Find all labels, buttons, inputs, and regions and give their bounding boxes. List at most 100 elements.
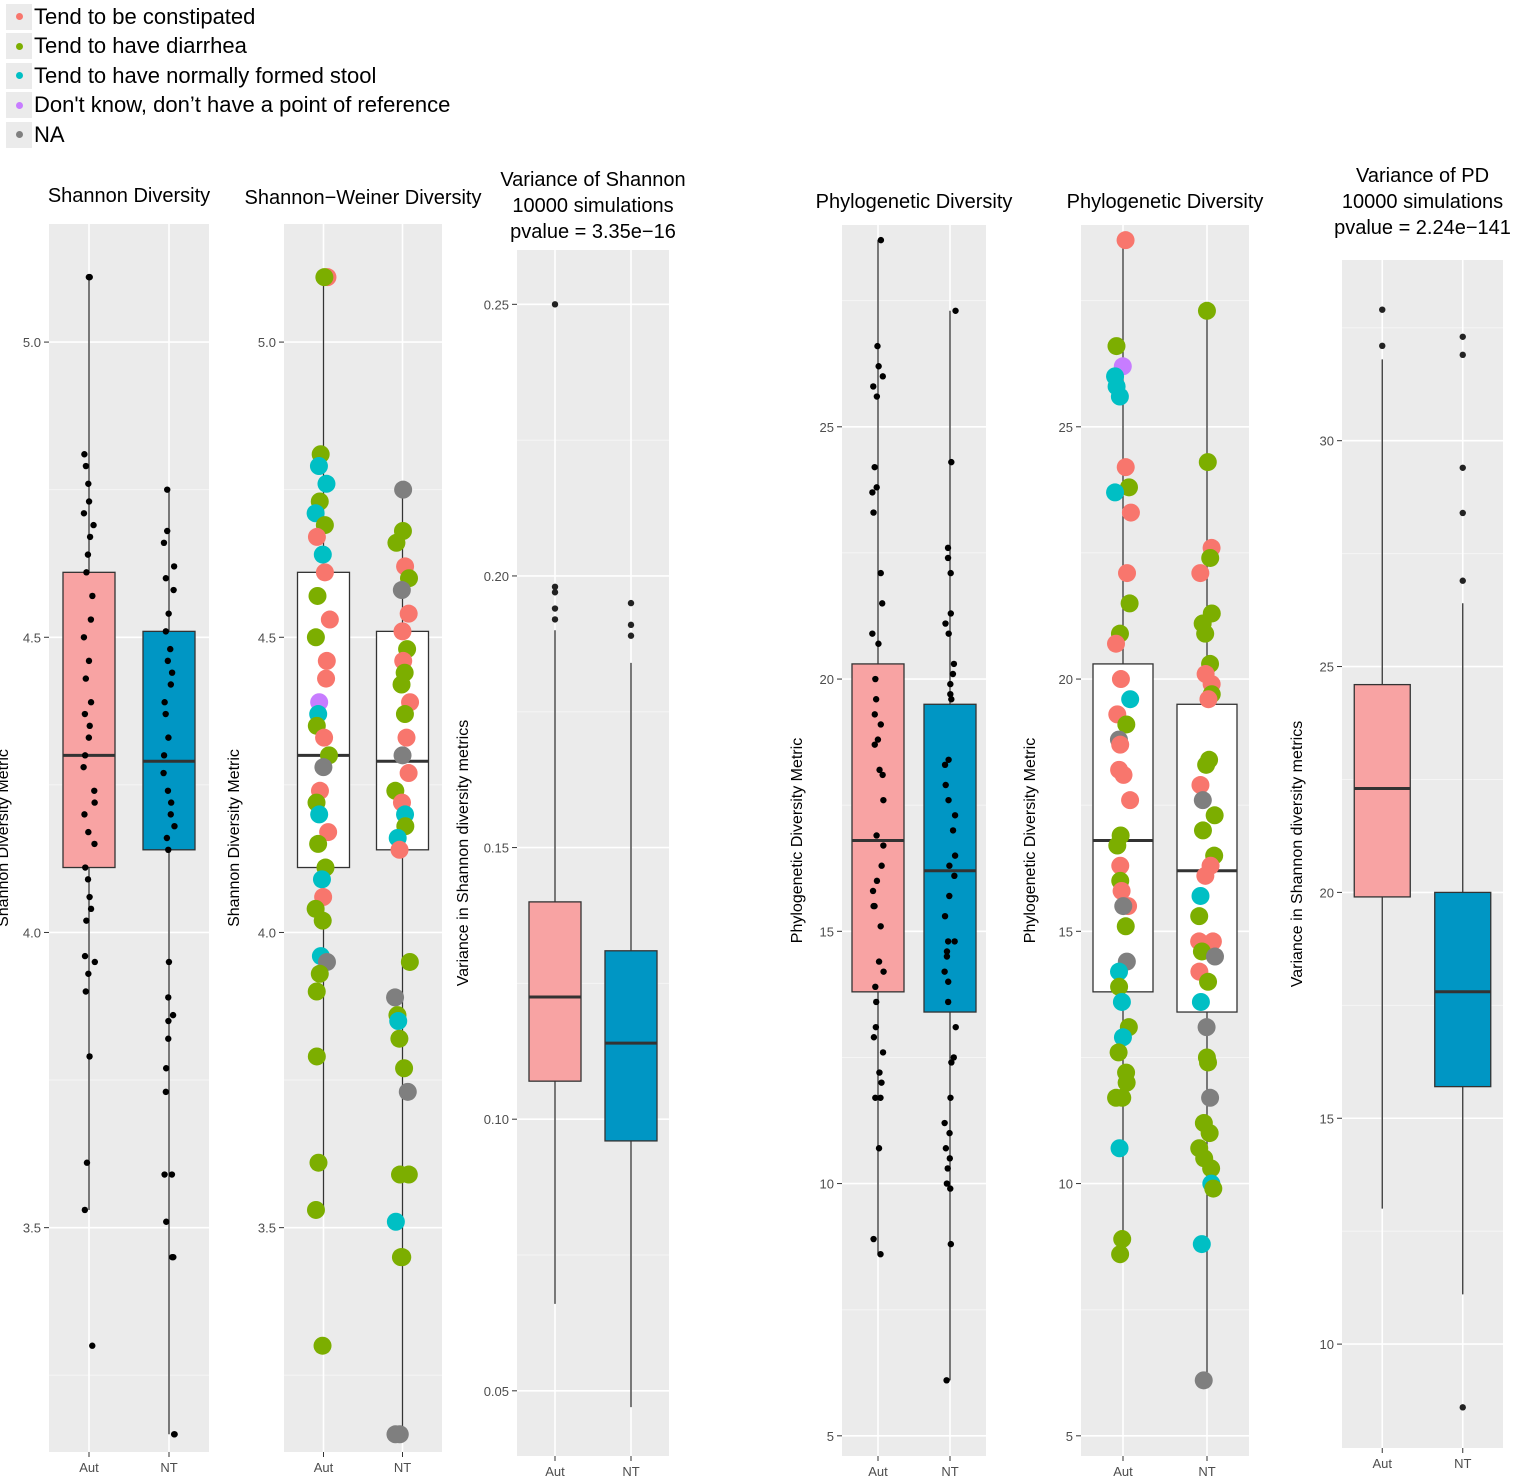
outlier-point [551,589,559,596]
data-point [947,1094,954,1101]
data-point [945,978,952,985]
box-aut [528,901,582,1082]
data-point [163,834,171,842]
box-aut [851,663,905,993]
data-point [161,699,168,706]
data-point [399,1165,418,1184]
data-point [875,1145,883,1152]
data-point [952,307,959,314]
data-point [1116,231,1135,250]
y-axis-label: Shannon Diversity Metric [0,749,12,927]
data-point [1197,301,1216,320]
data-point [947,569,954,577]
data-point [869,630,876,637]
data-point [944,554,952,562]
data-point [1197,1018,1216,1037]
data-point [308,586,327,605]
data-point [947,1185,954,1192]
data-point [945,756,952,763]
box-aut [1353,683,1411,898]
data-point [85,498,93,505]
data-point [168,669,176,676]
data-point [947,690,954,698]
data-point [951,872,958,880]
outlier-point [627,621,635,629]
y-tick-label: 15 [1320,1111,1334,1126]
data-point [89,1342,96,1349]
data-point [1199,690,1218,709]
data-point [170,563,178,570]
data-point [320,610,339,629]
data-point [164,657,172,665]
data-point [314,758,333,777]
data-point [164,787,172,794]
chart-panel-4: 5 10 15 20 25 Aut NT Phylogenetic Diversity Phyl… [789,191,1012,1479]
y-tick-label: 10 [820,1177,834,1192]
y-tick-label: 5 [1066,1429,1073,1444]
outlier-point [551,616,559,623]
x-tick-label: NT [1198,1464,1215,1479]
data-point [87,905,95,913]
data-point [1107,337,1126,356]
x-tick-label: NT [160,1460,177,1475]
legend-key [6,92,32,119]
data-point [871,711,878,718]
data-point [1200,1124,1219,1143]
y-tick-label: 15 [820,924,834,939]
data-point [947,1240,955,1248]
data-point [310,964,329,983]
data-point [82,864,89,871]
data-point [1120,594,1139,613]
data-point [880,842,887,849]
data-point [81,451,88,458]
data-point [162,710,169,718]
chart-title: pvalue = 3.35e−16 [510,221,676,243]
data-point [167,681,175,688]
data-point [1194,1371,1213,1390]
data-point [162,1065,170,1072]
data-point [949,827,957,834]
data-point [942,620,949,627]
outlier-point [1379,306,1386,313]
chart-title: Variance of PD [1356,165,1489,187]
legend-item-diarrhea: Tend to have diarrhea [6,32,450,62]
data-point [1111,1245,1130,1264]
x-tick-label: Aut [868,1464,888,1479]
data-point [942,1145,950,1152]
data-point [1205,806,1224,825]
box-nt [1434,891,1492,1088]
data-point [306,628,325,647]
data-point [875,958,883,965]
data-point [85,480,92,487]
data-point [83,917,90,924]
y-tick-label: 5.0 [23,335,41,350]
outlier-point [627,632,635,639]
data-point [390,840,409,859]
data-point [946,862,953,869]
data-point [85,734,93,741]
data-point [82,675,90,682]
chart-title: 10000 simulations [512,195,673,217]
data-point [877,923,884,930]
data-point [873,484,880,491]
data-point [948,458,955,466]
data-point [313,911,332,930]
data-point [1107,1088,1126,1107]
data-point [84,876,92,883]
data-point [878,862,885,869]
data-point [312,870,331,889]
y-tick-label: 4.0 [23,925,41,940]
data-point [877,721,884,728]
data-point [313,545,332,564]
legend-item-normal: Tend to have normally formed stool [6,61,450,91]
x-tick-label: Aut [79,1460,99,1475]
data-point [1117,1073,1136,1092]
outlier-point [1459,333,1466,340]
legend-label: Don't know, don’t have a point of refere… [34,92,451,118]
data-point [875,363,882,370]
data-point [948,1059,955,1066]
outlier-point [551,301,559,308]
data-point [872,983,879,991]
data-point [1121,791,1140,810]
data-point [80,763,87,771]
